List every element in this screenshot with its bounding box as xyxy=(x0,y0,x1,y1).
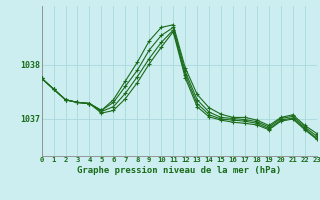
X-axis label: Graphe pression niveau de la mer (hPa): Graphe pression niveau de la mer (hPa) xyxy=(77,166,281,175)
